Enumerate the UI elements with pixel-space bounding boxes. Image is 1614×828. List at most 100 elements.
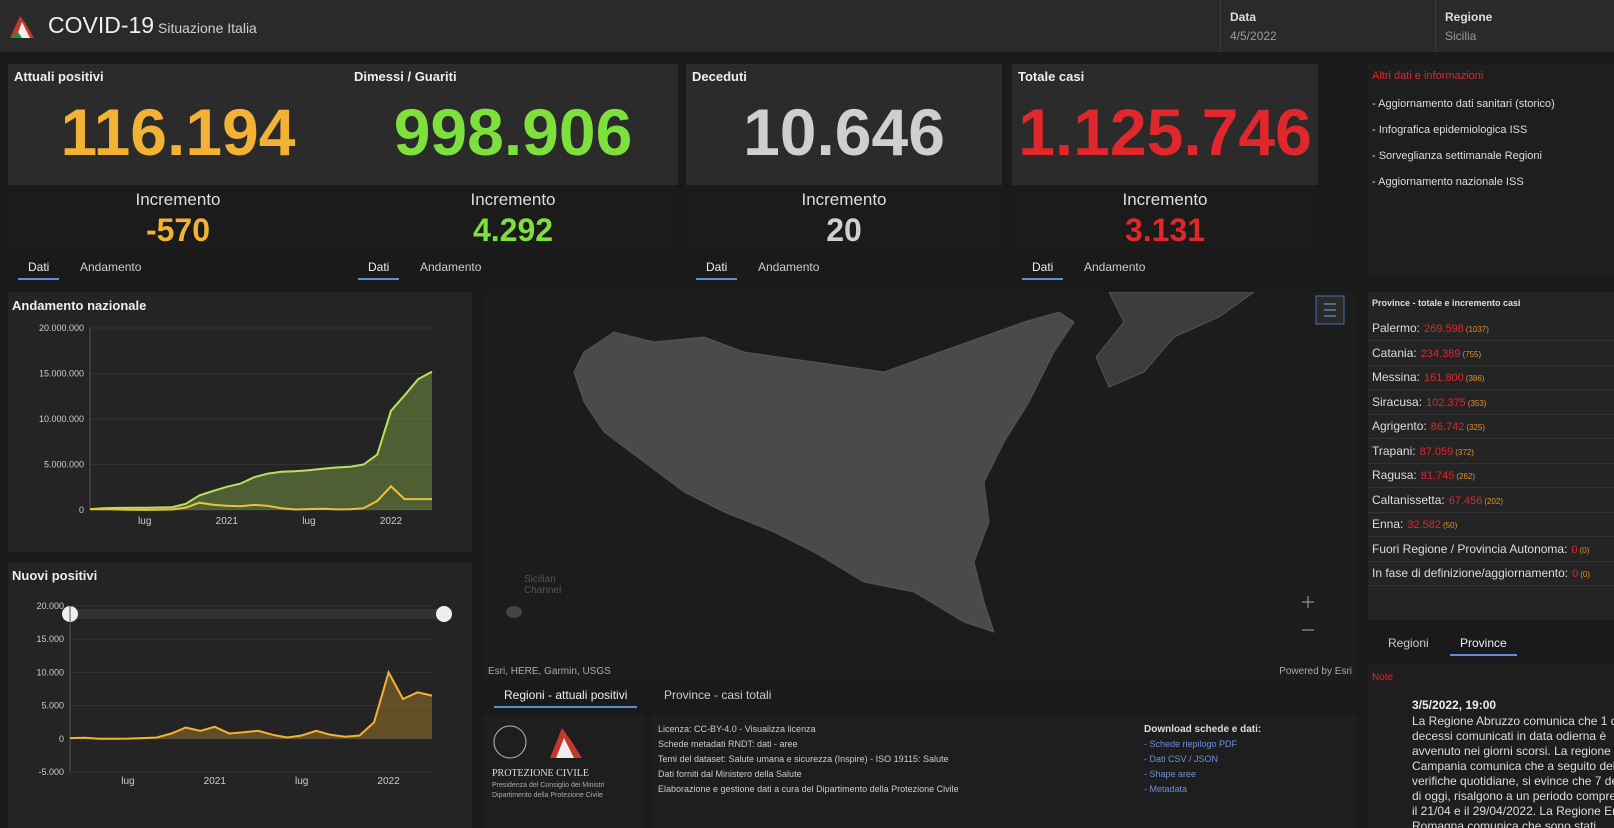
map[interactable]: Sicilian Channel Esri, HERE, Garmin, USG… — [484, 292, 1356, 680]
link[interactable]: - Aggiornamento nazionale ISS — [1372, 176, 1524, 188]
logo — [10, 16, 34, 38]
y-tick-label: 20.000 — [36, 601, 64, 611]
province-row: Siracusa: 102.375 (353) — [1368, 390, 1614, 415]
province-increment: (353) — [1467, 398, 1487, 408]
info-line: Dati forniti dal Ministero della Salute — [658, 769, 802, 779]
link[interactable]: - Aggiornamento dati sanitari (storico) — [1372, 98, 1555, 110]
chart: 0 5.000.000 10.000.000 15.000.000 20.000.000… — [39, 323, 433, 527]
kpi-card: Dimessi / Guariti 998.906 Incremento 4.292 — [348, 64, 678, 252]
y-tick-label: 20.000.000 — [39, 323, 84, 333]
slider-handle[interactable] — [436, 606, 452, 622]
kpi-label: Totale casi — [1018, 69, 1085, 84]
chart-panel: Andamento nazionale 0 5.000.000 10.000.000… — [8, 292, 472, 552]
kpi-card: Deceduti 10.646 Incremento 20 — [686, 64, 1002, 252]
title: COVID-19 — [48, 12, 155, 38]
kpi-tab[interactable]: Dati — [696, 256, 738, 280]
download-title: Download schede e dati: — [1144, 724, 1262, 735]
kpi-tab[interactable]: Andamento — [758, 260, 820, 274]
sicily[interactable] — [573, 311, 1075, 633]
legend-icon — [1324, 303, 1336, 317]
province-total: 86.742 — [1430, 421, 1465, 433]
province-increment: (262) — [1456, 472, 1476, 481]
x-tick-label: lug — [138, 516, 151, 527]
map-tab[interactable]: Regioni - attuali positivi — [494, 684, 638, 708]
kpi-tab[interactable]: Andamento — [1084, 260, 1146, 274]
list-tab[interactable]: Province — [1450, 632, 1517, 656]
province-row: Agrigento: 86.742 (325) — [1368, 414, 1614, 439]
line — [89, 370, 433, 511]
increment-value: 3.131 — [1124, 212, 1206, 248]
links-list: - Aggiornamento dati sanitari (storico) -… — [1372, 98, 1608, 202]
area — [90, 371, 432, 510]
kpi-value: 10.646 — [743, 95, 945, 169]
date-label: Data — [1230, 10, 1257, 24]
logo-sub: Dipartimento della Protezione Civile — [492, 792, 603, 799]
province-row: Fuori Regione / Provincia Autonoma: 0 (0) — [1368, 537, 1614, 562]
province-total: 234.389 — [1420, 347, 1461, 360]
kpi-tab[interactable]: Andamento — [80, 260, 142, 274]
province-total: 67.456 — [1448, 494, 1483, 507]
kpi-label: Deceduti — [692, 69, 747, 84]
kpi-increment: Incremento 3.131 — [1012, 185, 1318, 252]
x-tick-label: lug — [302, 516, 315, 527]
download-link[interactable]: - Schede riepilogo PDF — [1144, 739, 1238, 749]
province-name: Fuori Regione / Provincia Autonoma: — [1372, 541, 1568, 556]
info-line: Licenza: CC-BY-4.0 - Visualizza licenza — [658, 724, 816, 734]
province-increment: (325) — [1466, 423, 1486, 432]
kpi-increment: Incremento 4.292 — [348, 185, 678, 252]
province-row: In fase di definizione/aggiornamento: 0 (0… — [1368, 561, 1614, 586]
region[interactable]: Sicilia — [1445, 29, 1477, 43]
info-panel: Licenza: CC-BY-4.0 - Visualizza licenza S… — [652, 716, 1356, 828]
province-increment: (755) — [1462, 349, 1482, 359]
x-tick-label: 2021 — [216, 516, 239, 527]
province-row: Catania: 234.389 (755) — [1368, 341, 1614, 366]
attribution: Esri, HERE, Garmin, USGS — [488, 666, 611, 677]
y-tick-label: 5.000.000 — [44, 460, 84, 470]
date: 4/5/2022 — [1230, 29, 1277, 43]
region-label[interactable]: Regione — [1445, 10, 1493, 24]
province-name: Messina: — [1372, 370, 1421, 384]
list-tab[interactable]: Regioni — [1388, 636, 1429, 650]
download-link[interactable]: - Dati CSV / JSON — [1144, 754, 1219, 764]
kpi-tab[interactable]: Dati — [358, 256, 400, 280]
province-increment: (0) — [1579, 545, 1590, 555]
slider-track[interactable] — [70, 609, 452, 619]
link[interactable]: - Sorveglianza settimanale Regioni — [1372, 150, 1542, 162]
kpi-tab[interactable]: Andamento — [420, 260, 482, 274]
kpi-label: Attuali positivi — [14, 69, 104, 84]
province-name: In fase di definizione/aggiornamento: — [1372, 566, 1569, 580]
y-tick-label: 0 — [59, 734, 64, 744]
provinces-title: Province - totale e incremento casi — [1372, 298, 1521, 308]
note-panel: Note 3/5/2022, 19:00 La Regione Abruzzo … — [1368, 664, 1614, 828]
map-tab[interactable]: Province - casi totali — [664, 688, 772, 702]
kpi-tab[interactable]: Dati — [18, 256, 60, 280]
calabria — [1095, 292, 1255, 388]
chart-title: Andamento nazionale — [12, 298, 147, 313]
y-tick-label: 5.000 — [41, 701, 64, 711]
kpi-tab[interactable]: Dati — [1022, 256, 1064, 280]
header: COVID-19 Situazione Italia Data 4/5/2022… — [0, 0, 1614, 52]
line — [69, 669, 433, 740]
province-total: 0 — [1572, 568, 1579, 580]
y-tick-label: 10.000 — [36, 667, 64, 677]
province-name: Trapani: — [1372, 443, 1416, 458]
links-panel: Altri dati e informazioni - Aggiornament… — [1368, 64, 1614, 278]
province-total: 161.800 — [1424, 372, 1464, 384]
zoom-buttons[interactable] — [1302, 596, 1314, 631]
province-row: Trapani: 87.059 (372) — [1368, 439, 1614, 464]
powered-by: Powered by Esri — [1279, 666, 1352, 677]
island — [506, 606, 522, 618]
province-name: Agrigento: — [1372, 419, 1427, 433]
increment-label: Incremento — [801, 190, 887, 209]
info-line: Schede metadati RNDT: dati - aree — [658, 739, 798, 749]
download-link[interactable]: - Metadata — [1144, 784, 1188, 794]
area — [70, 672, 432, 739]
y-tick-label: 15.000.000 — [39, 369, 84, 379]
province-total: 32.582 — [1407, 519, 1442, 531]
download-link[interactable]: - Shape aree — [1144, 769, 1197, 779]
kpi-increment: Incremento -570 — [8, 185, 348, 252]
logos — [493, 725, 582, 759]
note-text: La Regione Abruzzo comunica che 1 dei de… — [1412, 714, 1614, 828]
link[interactable]: - Infografica epidemiologica ISS — [1372, 124, 1528, 136]
province-increment: (386) — [1465, 374, 1485, 383]
